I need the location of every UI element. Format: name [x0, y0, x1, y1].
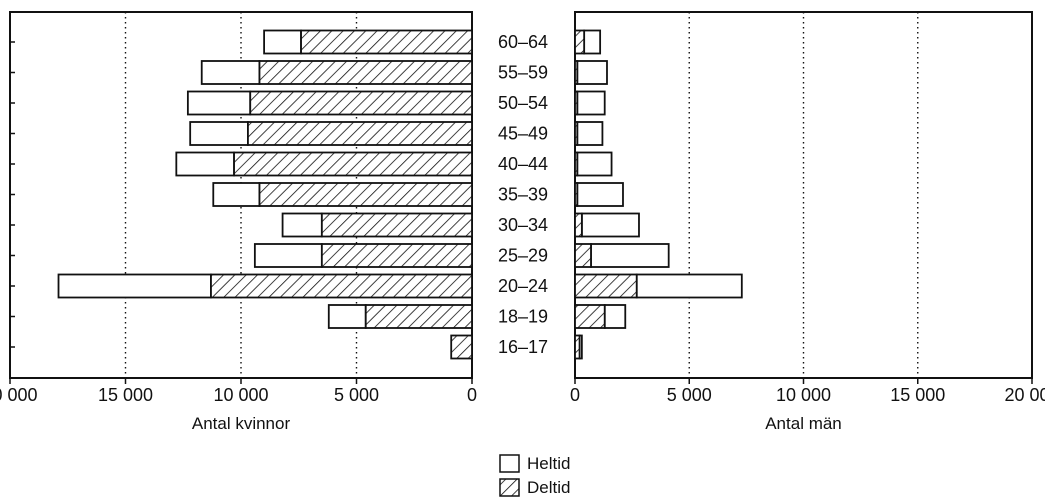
- tick-label: 10 000: [213, 385, 268, 405]
- tick-label: 0: [570, 385, 580, 405]
- bar-heltid: [253, 243, 323, 268]
- bar-heltid: [590, 243, 670, 268]
- bar-deltid: [258, 60, 473, 85]
- bar-deltid: [574, 212, 583, 238]
- age-group-label: 18–19: [498, 307, 548, 327]
- women-panel: 20 000 15 000 10 000 5 000 0 Antal kvinnor: [0, 11, 477, 433]
- age-group-label: 30–34: [498, 215, 548, 235]
- tick-label: 0: [467, 385, 477, 405]
- bar-deltid: [574, 121, 579, 146]
- age-group-label: 55–59: [498, 63, 548, 83]
- x-axis-title: Antal män: [765, 414, 842, 433]
- tick-label: 20 000: [0, 385, 38, 405]
- legend-swatch: [499, 478, 520, 497]
- bar-heltid: [200, 60, 261, 85]
- bar-deltid: [233, 151, 473, 177]
- bar-deltid: [574, 334, 581, 360]
- bar-heltid: [212, 182, 261, 207]
- bar-deltid: [574, 90, 579, 116]
- bar-heltid: [576, 90, 606, 116]
- bar-deltid: [258, 182, 473, 207]
- age-group-label: 60–64: [498, 32, 548, 52]
- bar-heltid: [175, 151, 235, 177]
- age-group-labels: 60–64 55–59 50–54 45–49 40–44 35–39 30–34 25–29…: [498, 32, 548, 357]
- bar-deltid: [320, 212, 473, 238]
- legend-label: Deltid: [527, 478, 570, 497]
- men-panel: 0 5 000 10 000 15 000 20 000 Antal män: [570, 11, 1045, 433]
- bar-heltid: [583, 29, 602, 55]
- bar-heltid: [57, 273, 212, 299]
- bar-heltid: [576, 60, 608, 85]
- bar-deltid: [574, 273, 638, 299]
- bar-deltid: [210, 273, 473, 299]
- bar-deltid: [574, 243, 592, 268]
- bar-deltid: [249, 90, 473, 116]
- tick-label: 15 000: [98, 385, 153, 405]
- bar-heltid: [189, 121, 249, 146]
- age-group-label: 40–44: [498, 154, 548, 174]
- bar-heltid: [281, 212, 323, 238]
- bar-deltid: [320, 243, 473, 268]
- bar-deltid: [364, 304, 473, 329]
- bar-heltid: [186, 90, 252, 116]
- tick-label: 5 000: [667, 385, 712, 405]
- age-group-label: 35–39: [498, 185, 548, 205]
- bar-deltid: [574, 29, 586, 55]
- bar-deltid: [574, 60, 579, 85]
- age-group-label: 16–17: [498, 337, 548, 357]
- tick-label: 5 000: [334, 385, 379, 405]
- legend-swatch: [499, 454, 520, 473]
- bar-deltid: [574, 151, 579, 177]
- bar-deltid: [574, 182, 579, 207]
- bar-deltid: [300, 29, 473, 55]
- age-group-label: 25–29: [498, 246, 548, 266]
- age-group-label: 45–49: [498, 124, 548, 144]
- bar-heltid: [263, 29, 302, 55]
- bar-heltid: [576, 182, 624, 207]
- bar-deltid: [450, 334, 473, 360]
- legend-label: Heltid: [527, 454, 570, 473]
- bar-deltid: [574, 304, 606, 329]
- bar-deltid: [247, 121, 473, 146]
- bar-heltid: [576, 151, 613, 177]
- bar-heltid: [603, 304, 627, 329]
- bar-heltid: [580, 212, 640, 238]
- age-group-label: 20–24: [498, 276, 548, 296]
- tick-label: 15 000: [890, 385, 945, 405]
- tick-label: 20 000: [1004, 385, 1045, 405]
- tick-label: 10 000: [776, 385, 831, 405]
- age-group-label: 50–54: [498, 93, 548, 113]
- x-axis-title: Antal kvinnor: [192, 414, 291, 433]
- legend: Heltid Deltid: [499, 454, 570, 497]
- bar-heltid: [327, 304, 367, 329]
- bar-heltid: [576, 121, 604, 146]
- bar-heltid: [635, 273, 743, 299]
